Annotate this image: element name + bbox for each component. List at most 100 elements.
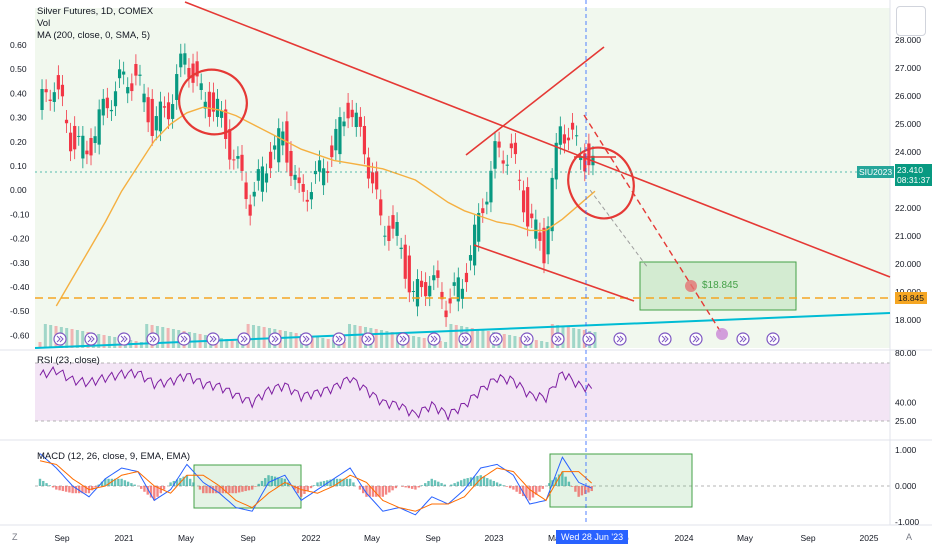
macd-histogram-bar	[306, 486, 309, 492]
auto-scale-button[interactable]: A	[906, 532, 913, 542]
candle-body	[154, 116, 158, 131]
macd-histogram-bar	[535, 486, 538, 495]
candle-body	[354, 112, 358, 128]
macd-histogram-bar	[417, 486, 420, 488]
candle-body	[171, 104, 175, 119]
candle-body	[40, 89, 44, 110]
macd-histogram-bar	[368, 486, 371, 497]
candle-body	[199, 83, 203, 90]
macd-histogram-bar	[313, 485, 316, 486]
candle-body	[379, 199, 383, 216]
volume-bar	[444, 342, 448, 348]
candle-body	[526, 187, 530, 227]
macd-histogram-bar	[221, 486, 225, 494]
target-marker	[685, 280, 697, 292]
candle-body	[452, 282, 456, 286]
macd-histogram-bar	[162, 486, 166, 490]
projection-line	[583, 114, 723, 335]
macd-histogram-bar	[502, 485, 505, 486]
legend-title[interactable]: Silver Futures, 1D, COMEX	[37, 6, 154, 17]
candle-body	[330, 145, 334, 158]
macd-histogram-bar	[215, 486, 218, 494]
volume-bar	[417, 337, 421, 348]
event-marker-icon	[364, 335, 372, 343]
candle-body	[399, 247, 403, 250]
macd-histogram-bar	[430, 478, 433, 486]
volume-bar	[171, 329, 175, 348]
macd-histogram-bar	[335, 478, 339, 486]
volume-bar	[283, 331, 287, 348]
candle-body	[370, 172, 375, 184]
macd-histogram-bar	[348, 478, 352, 486]
macd-histogram-bar	[231, 486, 234, 494]
candle-body	[481, 208, 485, 214]
volume-bar	[102, 335, 106, 348]
macd-histogram-bar	[410, 486, 414, 489]
candle-body	[509, 143, 513, 149]
candle-body	[587, 143, 591, 166]
candle-body	[105, 97, 109, 109]
macd-histogram-bar	[126, 481, 130, 486]
candle-body	[224, 109, 228, 139]
event-marker-icon	[585, 335, 593, 343]
candle-body	[554, 142, 558, 180]
volume-bar	[577, 329, 581, 348]
candle-body	[232, 159, 236, 161]
event-marker-icon	[120, 335, 128, 343]
candle-body	[191, 63, 195, 83]
candle-body	[117, 69, 122, 79]
macd-histogram-bar	[218, 486, 221, 494]
macd-histogram-bar	[113, 478, 117, 486]
candle-body	[52, 92, 56, 102]
volume-bar	[470, 328, 474, 348]
macd-histogram-bar	[293, 486, 296, 490]
legend-vol[interactable]: Vol	[37, 18, 51, 29]
macd-histogram-bar	[424, 483, 427, 486]
candle-body	[521, 190, 526, 213]
x-tick-label: 2023	[485, 533, 504, 543]
volume-bar	[518, 337, 522, 348]
downtrend-line	[184, 1, 891, 278]
candle-body	[411, 291, 416, 293]
candle-body	[97, 109, 101, 145]
event-marker-icon	[461, 335, 469, 343]
macd-histogram-bar	[74, 486, 78, 494]
macd-histogram-bar	[515, 486, 518, 492]
macd-tick-label: -1.000	[895, 517, 919, 527]
macd-histogram-bar	[557, 474, 561, 486]
candle-body	[517, 179, 522, 181]
macd-histogram-bar	[518, 486, 522, 494]
candle-body	[56, 75, 60, 90]
volume-bar	[38, 342, 42, 348]
legend-ma[interactable]: MA (200, close, 0, SMA, 5)	[37, 30, 150, 41]
timezone-button[interactable]: Z	[12, 532, 18, 542]
macd-histogram-bar	[130, 483, 133, 486]
rsi-tick-label: 25.00	[895, 416, 917, 426]
candle-body	[436, 270, 440, 278]
candle-body	[566, 137, 571, 141]
signal-line	[39, 460, 593, 512]
macd-histogram-bar	[185, 475, 189, 486]
x-tick-label: Sep	[54, 533, 69, 543]
macd-histogram-bar	[61, 486, 65, 492]
macd-legend[interactable]: MACD (12, 26, close, 9, EMA, EMA)	[37, 451, 191, 462]
macd-tick-label: 1.000	[895, 445, 917, 455]
candle-body	[273, 145, 277, 150]
candle-body	[579, 157, 583, 161]
candle-body	[179, 53, 183, 68]
event-markers[interactable]	[53, 332, 780, 346]
macd-histogram-bar	[280, 478, 283, 486]
volume-bar	[358, 326, 362, 348]
macd-histogram-bar	[528, 486, 531, 501]
candle-body	[134, 64, 138, 76]
candle-body	[570, 122, 575, 130]
ma200-line	[55, 106, 596, 307]
rsi-legend[interactable]: RSI (23, close)	[37, 355, 100, 366]
chart-settings-button[interactable]	[896, 6, 926, 36]
candle-body	[415, 279, 420, 307]
volume-bar	[353, 325, 357, 348]
volume-bar	[545, 342, 549, 348]
y-right-tick-label: 26.000	[895, 91, 921, 101]
macd-histogram-bar	[51, 486, 55, 488]
candle-body	[101, 98, 105, 116]
